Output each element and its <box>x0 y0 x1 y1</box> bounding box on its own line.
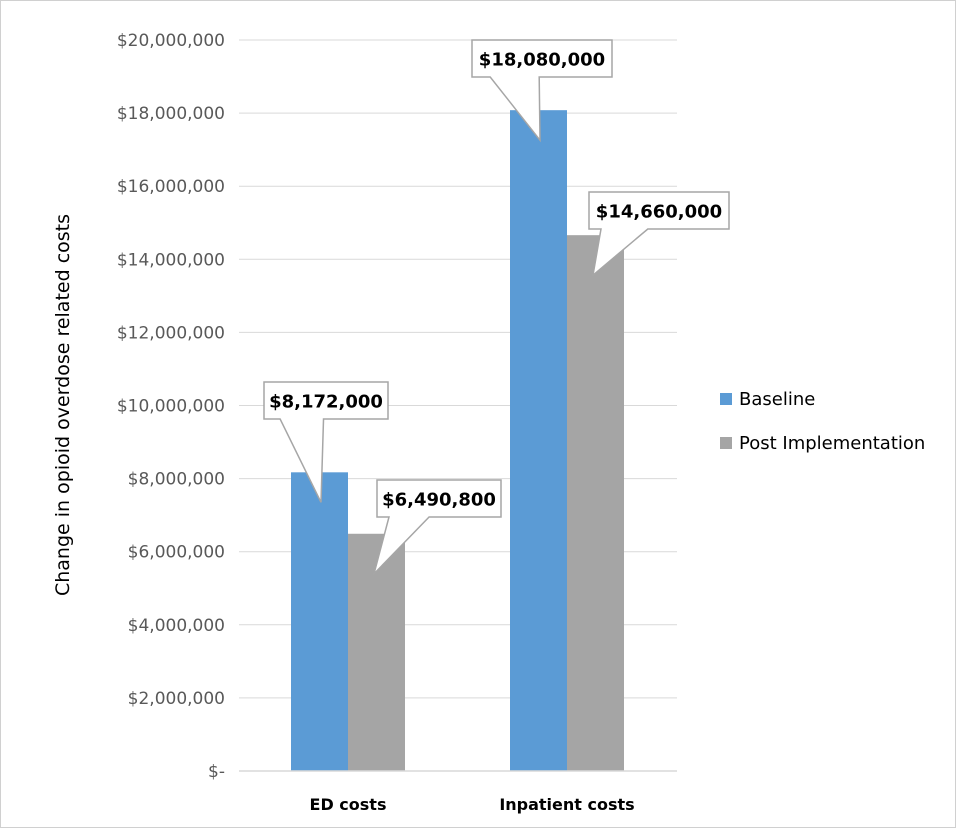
legend-label: Baseline <box>739 389 815 410</box>
x-category-label: ED costs <box>310 795 387 814</box>
y-tick-label: $14,000,000 <box>117 250 225 270</box>
x-axis-categories: ED costs Inpatient costs <box>310 795 635 814</box>
y-axis-ticks: $- $2,000,000 $4,000,000 $6,000,000 $8,000,0… <box>117 31 225 782</box>
data-label: $18,080,000 <box>479 50 605 71</box>
data-label-callout <box>588 191 730 278</box>
y-tick-label: $18,000,000 <box>117 104 225 124</box>
data-label-callouts: $8,172,000 $6,490,800 $18,080,000 $14,660,0… <box>263 39 730 577</box>
bar-baseline <box>510 110 567 771</box>
data-label: $6,490,800 <box>382 490 496 511</box>
data-label: $8,172,000 <box>269 392 383 413</box>
y-tick-label: $- <box>208 762 225 782</box>
data-label-callout <box>471 39 613 143</box>
y-axis-label: Change in opioid overdose related costs <box>52 214 74 596</box>
data-label-callout <box>372 479 502 577</box>
y-tick-label: $12,000,000 <box>117 323 225 343</box>
bar-baseline <box>291 472 348 771</box>
y-tick-label: $6,000,000 <box>128 543 225 563</box>
legend-label: Post Implementation <box>739 433 925 454</box>
data-label-callout <box>263 381 389 503</box>
y-tick-label: $2,000,000 <box>128 689 225 709</box>
bars <box>291 110 624 771</box>
x-category-label: Inpatient costs <box>499 795 634 814</box>
y-tick-label: $4,000,000 <box>128 616 225 636</box>
y-tick-label: $8,000,000 <box>128 470 225 490</box>
data-label: $14,660,000 <box>596 202 722 223</box>
y-tick-label: $10,000,000 <box>117 397 225 417</box>
y-tick-label: $16,000,000 <box>117 177 225 197</box>
legend-swatch <box>720 393 732 405</box>
bar-post-implementation <box>567 235 624 771</box>
y-tick-label: $20,000,000 <box>117 31 225 51</box>
bar-post-implementation <box>348 533 405 771</box>
legend-swatch <box>720 437 732 449</box>
legend: Baseline Post Implementation <box>720 389 925 454</box>
